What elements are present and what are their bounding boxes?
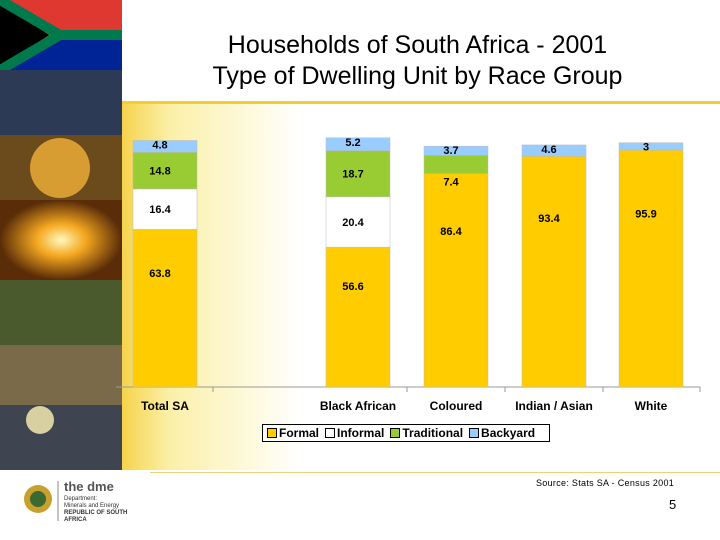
legend-swatch-backyard [469,428,480,438]
footer-divider [150,472,720,473]
chart-legend: Formal Informal Traditional Backyard [262,424,550,442]
bar-traditional-coloured [423,155,489,174]
data-label: 86.4 [440,226,462,238]
logo-sub1: Department: [64,496,98,502]
source-note: Source: Stats SA - Census 2001 [536,478,675,488]
legend-label-backyard: Backyard [481,426,536,440]
bar-formal-indian-asian [521,156,587,388]
x-tick-label: White [635,399,668,413]
x-tick-label: Coloured [430,399,483,413]
legend-label-formal: Formal [279,426,320,440]
legend-item-formal: Formal [267,426,319,440]
legend-item-informal: Informal [325,426,384,440]
data-label: 20.4 [342,217,364,229]
data-label: 56.6 [342,281,363,293]
bar-formal-black-african [325,246,391,388]
data-label: 4.6 [541,144,556,156]
sa-flag-image [0,0,122,70]
bar-backyard-indian-asian [521,144,587,157]
data-label: 93.4 [538,213,560,225]
data-label: 5.2 [345,137,360,149]
bar-formal-white [618,149,684,388]
data-label: 14.8 [149,166,170,178]
data-label: 16.4 [149,204,171,216]
bar-informal-total-sa [132,188,198,230]
bar-traditional-total-sa [132,152,198,190]
title-line-2: Type of Dwelling Unit by Race Group [212,62,623,90]
bar-formal-total-sa [132,229,198,388]
legend-item-backyard: Backyard [469,426,535,440]
data-label: 63.8 [149,268,170,280]
logo-sub3: REPUBLIC OF SOUTH AFRICA [64,510,128,523]
data-label: 18.7 [342,169,363,181]
legend-swatch-informal [325,428,336,438]
bar-informal-black-african [325,196,391,248]
x-tick-label: Total SA [141,399,189,413]
title-underline [122,101,720,104]
photo-collage [0,0,122,470]
legend-swatch-formal [267,428,277,438]
bar-backyard-total-sa [132,140,198,153]
bar-backyard-coloured [423,145,489,156]
slide-title: Households of South Africa - 2001 Type o… [125,30,710,92]
logo-subtext: Department: Minerals and Energy REPUBLIC… [64,496,150,524]
legend-item-traditional: Traditional [390,426,463,440]
bar-formal-coloured [423,173,489,388]
x-tick-label: Indian / Asian [515,399,593,413]
stacked-bar-chart: 63.8 16.4 14.8 4.8 Total SA 56.6 20.4 18.7 5.2 Bl… [116,137,701,413]
data-label: 7.4 [443,177,459,189]
legend-label-informal: Informal [337,426,385,440]
coat-of-arms-icon [24,481,59,521]
data-label: 3.7 [443,145,458,157]
title-line-1: Households of South Africa - 2001 [227,31,608,59]
page-number: 5 [669,497,677,512]
data-label: 4.8 [152,139,167,151]
bar-backyard-white [618,142,684,151]
legend-swatch-traditional [390,428,401,438]
logo-text: the dme [64,479,114,494]
legend-label-traditional: Traditional [402,426,464,440]
photo-collage-art [0,70,122,470]
dme-logo: the dme Department: Minerals and Energy … [20,475,150,525]
data-label: 95.9 [635,208,656,220]
data-label: 3 [643,142,649,154]
logo-sub2: Minerals and Energy [64,503,120,509]
bar-backyard-black-african [325,137,391,151]
x-tick-label: Black African [320,399,396,413]
